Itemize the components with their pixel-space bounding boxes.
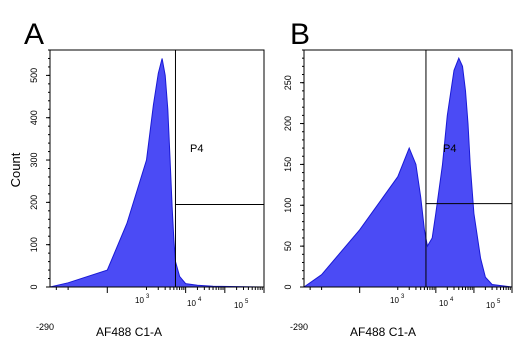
panel-a-ytick-label-300: 300 [29, 153, 39, 168]
panel-b-frame [303, 49, 513, 288]
panel-a-label: A [24, 18, 44, 51]
panel-a-xtick-10-5: 10 [234, 301, 243, 310]
panel-a-ytick-label-400: 400 [29, 110, 39, 125]
panel-b-xlabel: AF488 C1-A [350, 325, 416, 339]
panel-b-ytick-label-150: 150 [283, 157, 293, 172]
panel-a-histogram [49, 58, 265, 288]
panel-b-ytick-label-100: 100 [283, 198, 293, 213]
panel-b-label: B [290, 18, 310, 51]
panel-a-xtick-10-4: 10 [187, 299, 196, 308]
panel-a-ytick-label-200: 200 [29, 195, 39, 210]
panel-b-xtick-exp-5: 5 [497, 299, 501, 305]
panel-b-xtick-exp-4: 4 [450, 297, 454, 303]
panel-b-ytick-label-0: 0 [283, 284, 293, 289]
panel-b-histogram [302, 56, 513, 288]
panel-b-plot-area: 0 50 100 150 200 250 [283, 49, 513, 293]
panel-a-xtick-exp-3: 3 [146, 294, 150, 300]
panel-b-gate-label: P4 [443, 143, 456, 155]
panel-a-ytick-label-100: 100 [29, 237, 39, 252]
panel-b-ytick-label-200: 200 [283, 116, 293, 131]
panel-a-gate-label: P4 [190, 143, 203, 155]
panel-b-xtick-neg: -290 [290, 322, 308, 332]
panel-a-xtick-neg: -290 [36, 322, 54, 332]
panel-a-xlabel: AF488 C1-A [96, 325, 162, 339]
panel-a-ylabel: Count [8, 152, 23, 187]
panel-a-ytick-label-500: 500 [29, 68, 39, 83]
panel-b: B 0 50 100 150 200 250 P4 -290 10 3 10 4 10 5… [283, 18, 513, 339]
panel-a-xtick-exp-4: 4 [198, 297, 202, 303]
panel-b-xtick-10-5: 10 [486, 301, 495, 310]
panel-b-ytick-label-50: 50 [283, 241, 293, 251]
panel-a-xtick-exp-5: 5 [245, 299, 249, 305]
panel-a-xtick-10-3: 10 [135, 296, 144, 305]
panel-b-ytick-label-250: 250 [283, 75, 293, 90]
panel-a-plot-area: 0 100 200 300 400 500 [29, 49, 265, 293]
panel-a-ytick-label-0: 0 [29, 284, 39, 289]
panel-b-xtick-10-4: 10 [439, 299, 448, 308]
panel-a: A Count 0 100 200 300 400 500 P4 -290 10 3 10… [8, 18, 265, 339]
panel-b-xtick-exp-3: 3 [401, 294, 405, 300]
panel-b-xtick-10-3: 10 [390, 296, 399, 305]
